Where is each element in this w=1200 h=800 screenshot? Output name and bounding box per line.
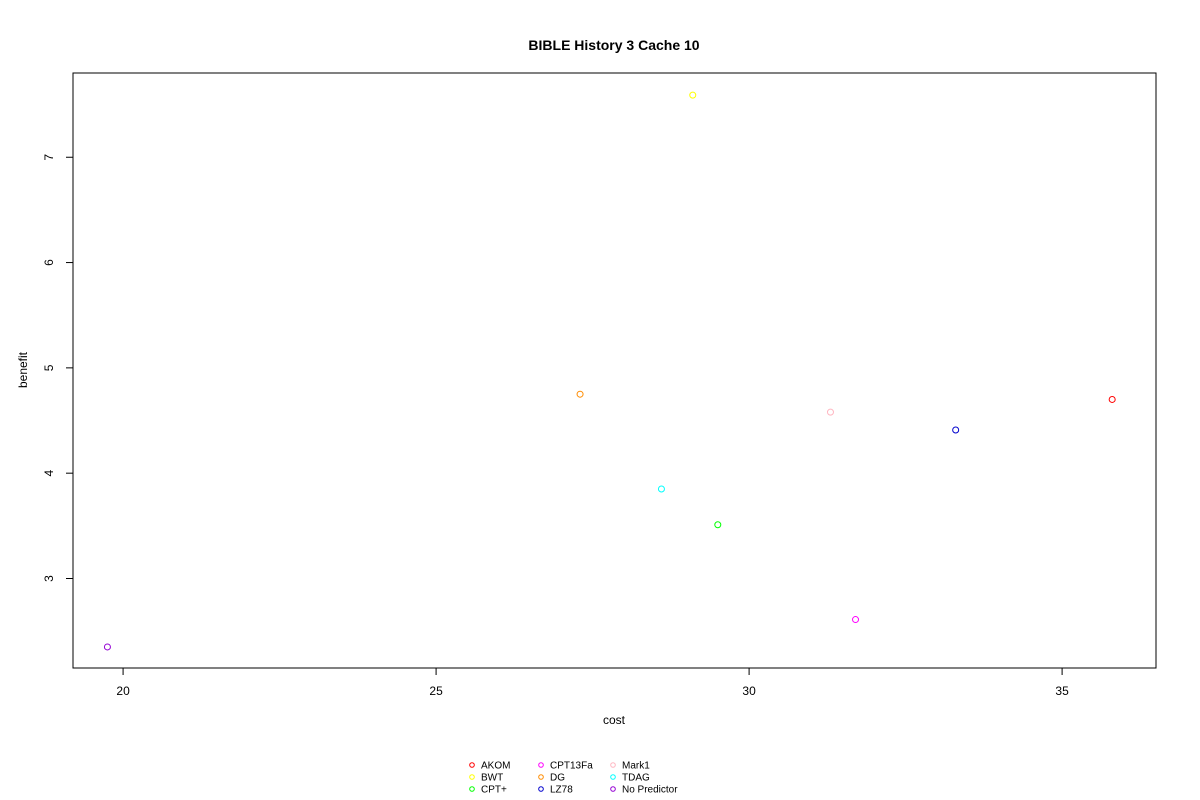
data-point-no-predictor — [103, 643, 111, 651]
legend-marker — [538, 786, 544, 792]
legend-label: LZ78 — [550, 785, 573, 796]
y-tick-label: 5 — [42, 364, 56, 371]
legend-marker — [469, 786, 475, 792]
y-axis: 3 4 5 6 7 — [42, 154, 74, 582]
legend-label: BWT — [481, 773, 503, 784]
legend-marker — [538, 762, 544, 768]
legend-label: AKOM — [481, 761, 510, 772]
legend-label: DG — [550, 773, 565, 784]
legend-marker — [610, 786, 616, 792]
data-point-cpt- — [714, 521, 722, 529]
legend-label: CPT+ — [481, 785, 507, 796]
legend-label: No Predictor — [622, 785, 678, 796]
x-axis-label: cost — [603, 713, 626, 727]
y-tick-label: 7 — [42, 154, 56, 161]
legend-marker — [469, 762, 475, 768]
y-tick-label: 4 — [42, 470, 56, 477]
data-point-akom — [1108, 395, 1116, 403]
legend-label: Mark1 — [622, 761, 650, 772]
plot-area — [72, 72, 1157, 669]
data-point-dg — [576, 390, 584, 398]
x-tick-label: 20 — [116, 684, 130, 698]
data-point-bwt — [689, 91, 697, 99]
x-tick-label: 30 — [742, 684, 756, 698]
data-point-cpt13fa — [852, 616, 860, 624]
legend-marker — [610, 762, 616, 768]
y-tick-label: 6 — [42, 259, 56, 266]
data-points — [103, 91, 1116, 651]
legend-marker — [469, 774, 475, 780]
x-tick-label: 25 — [429, 684, 443, 698]
y-axis-label: benefit — [16, 351, 30, 388]
x-tick-label: 35 — [1055, 684, 1069, 698]
data-point-lz78 — [952, 426, 960, 434]
chart-title: BIBLE History 3 Cache 10 — [528, 37, 699, 53]
legend-marker — [610, 774, 616, 780]
legend-label: CPT13Fa — [550, 761, 593, 772]
data-point-tdag — [657, 485, 665, 493]
legend-marker — [538, 774, 544, 780]
x-axis: 20 25 30 35 — [116, 667, 1069, 698]
y-tick-label: 3 — [42, 575, 56, 582]
data-point-mark1 — [826, 408, 834, 416]
legend-label: TDAG — [622, 773, 650, 784]
